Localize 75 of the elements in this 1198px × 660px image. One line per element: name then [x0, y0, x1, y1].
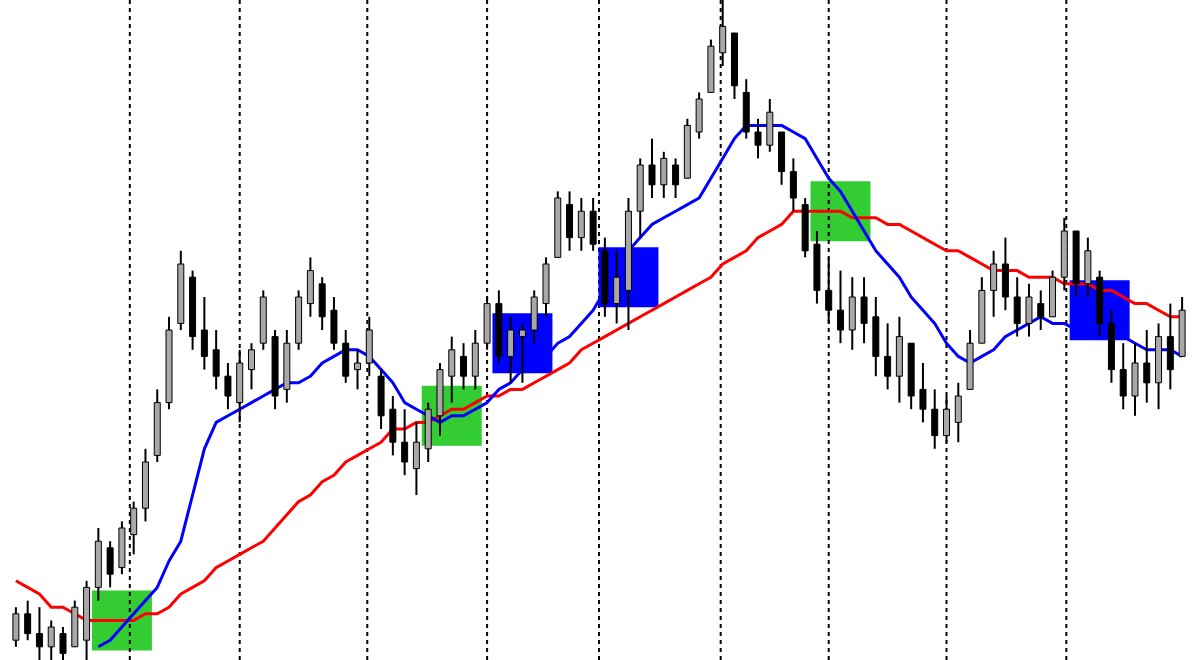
candlestick: [47, 619, 55, 660]
candlestick: [1178, 296, 1186, 358]
candlestick: [836, 269, 844, 345]
candlestick: [530, 289, 538, 345]
candlestick: [436, 362, 444, 437]
candlestick: [1096, 269, 1104, 338]
candlestick: [247, 342, 255, 391]
candlestick: [224, 362, 232, 411]
candlestick: [141, 447, 149, 523]
candlestick: [895, 315, 903, 404]
candlestick: [59, 626, 67, 660]
candlestick: [12, 606, 20, 648]
candlestick: [1107, 309, 1115, 384]
candlestick: [801, 197, 809, 259]
candlestick: [1155, 322, 1163, 411]
candlestick: [990, 249, 998, 318]
candlestick: [1037, 289, 1045, 331]
candlestick: [542, 256, 550, 318]
candlestick: [566, 190, 574, 252]
candlestick: [212, 329, 220, 391]
candlestick: [1049, 269, 1057, 318]
candlestick: [518, 322, 526, 384]
candlestick: [1119, 342, 1127, 411]
candlestick: [106, 540, 114, 589]
candlestick: [259, 289, 267, 351]
candlestick: [1025, 282, 1033, 338]
candlestick: [577, 197, 585, 252]
candlestick: [342, 329, 350, 384]
candlestick: [424, 401, 432, 463]
candlestick: [24, 599, 32, 642]
candlestick: [507, 315, 515, 384]
candlestick: [71, 599, 79, 648]
candlestick: [872, 296, 880, 378]
candlestick: [200, 296, 208, 371]
candlestick: [330, 296, 338, 351]
candlestick: [448, 335, 456, 404]
candlestick: [460, 342, 468, 391]
candlestick: [742, 78, 750, 140]
candlestick: [1166, 302, 1174, 391]
candlestick: [660, 150, 668, 199]
candlestick: [377, 368, 385, 430]
candlestick: [860, 276, 868, 345]
candlestick: [1131, 342, 1139, 417]
candlestick: [471, 329, 479, 391]
candlestick: [695, 91, 703, 140]
candlestick: [613, 249, 621, 325]
candlestick: [1143, 329, 1151, 404]
candlestick: [1001, 236, 1009, 312]
candlestick: [931, 388, 939, 450]
candlestick: [954, 381, 962, 444]
candlestick: [636, 157, 644, 239]
candlestick: [35, 606, 43, 660]
candlestick: [94, 527, 102, 602]
candlestick: [306, 256, 314, 318]
candlestick: [1013, 276, 1021, 338]
candlestick: [412, 421, 420, 496]
candlestick: [789, 157, 797, 213]
candlestick: [672, 157, 680, 199]
candlestick: [966, 329, 974, 391]
candlestick: [648, 137, 656, 199]
candlestick: [295, 289, 303, 351]
candlestick: [401, 408, 409, 477]
candlestick: [354, 348, 362, 391]
candlestick: [766, 98, 774, 153]
candlestick: [707, 38, 715, 94]
candlestick: [778, 131, 786, 186]
candlestick: [1084, 236, 1092, 298]
candlestick: [884, 322, 892, 391]
candlestick: [754, 117, 762, 160]
candlestick: [813, 230, 821, 305]
candlestick: [919, 362, 927, 424]
candlestick: [283, 329, 291, 404]
candlestick: [389, 395, 397, 457]
candlestick: [318, 276, 326, 331]
candlestick: [848, 276, 856, 351]
